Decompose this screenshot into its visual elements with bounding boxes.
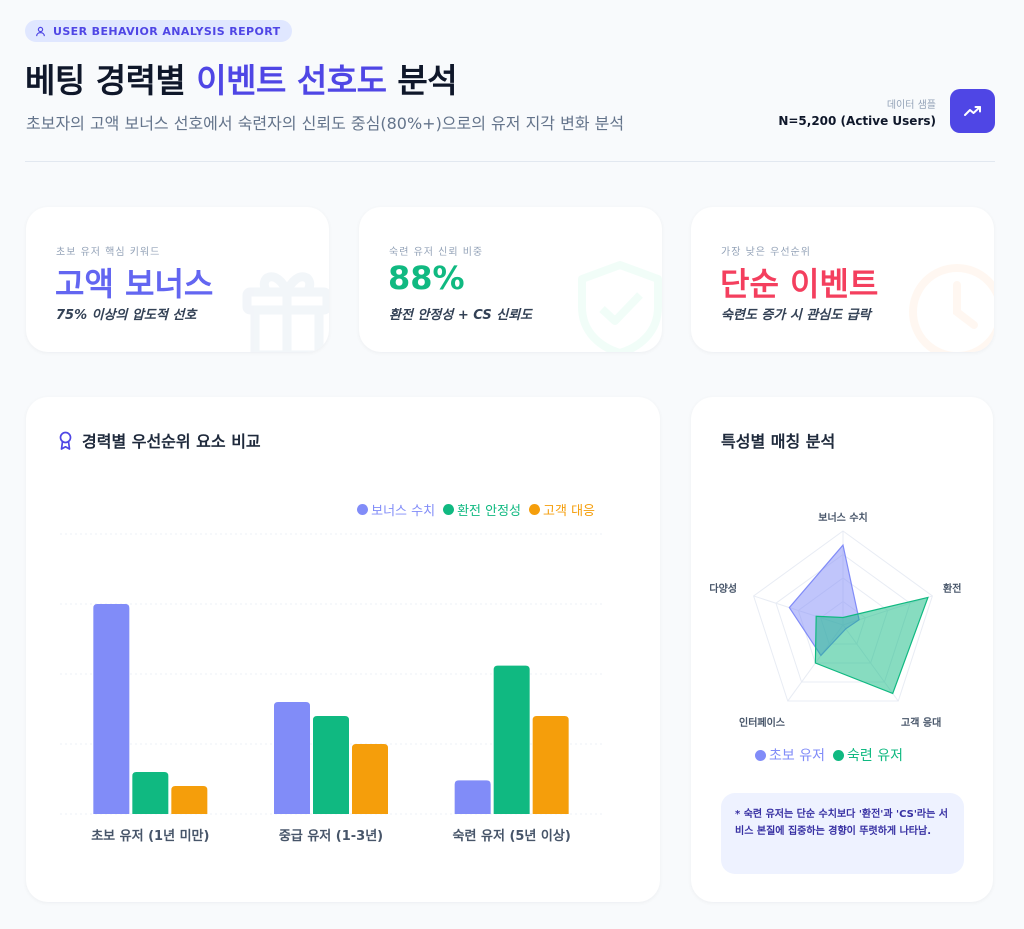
kpi-value: 단순 이벤트 xyxy=(720,265,879,303)
legend-label: 고객 대응 xyxy=(543,504,595,519)
bar[interactable] xyxy=(171,786,208,814)
header-divider xyxy=(25,161,995,162)
legend-dot-icon xyxy=(529,504,541,515)
bar-chart: 초보 유저 (1년 미만) 중급 유저 (1-3년) 숙련 유저 (5년 이상) xyxy=(60,533,602,844)
badge-label: USER BEHAVIOR ANALYSIS REPORT xyxy=(53,24,281,38)
bar-chart-legend: 보너스 수치 환전 안정성 고객 대응 xyxy=(357,500,595,519)
shield-check-icon xyxy=(578,261,662,352)
page-title: 베팅 경력별 이벤트 선호도 분석 xyxy=(25,54,458,102)
kpi-subtext: 환전 안정성 + CS 신뢰도 xyxy=(389,308,533,323)
bar[interactable] xyxy=(313,716,349,814)
insight-note: * 숙련 유저는 단순 수치보다 '환전'과 'CS'라는 서비스 본질에 집중… xyxy=(721,793,964,874)
kpi-label: 초보 유저 핵심 키워드 xyxy=(56,247,161,258)
user-icon xyxy=(36,26,45,36)
radar-axis-label: 환전 xyxy=(943,582,961,595)
bar-chart-title: 경력별 우선순위 요소 비교 xyxy=(58,428,261,452)
card-title-text: 특성별 매칭 분석 xyxy=(721,432,836,451)
title-part: 분석 xyxy=(386,61,458,100)
kpi-card-beginner-keyword: 초보 유저 핵심 키워드 고액 보너스 75% 이상의 압도적 선호 xyxy=(26,207,329,352)
legend-label: 보너스 수치 xyxy=(371,504,436,519)
bar[interactable] xyxy=(274,702,310,814)
bar[interactable] xyxy=(454,780,491,814)
award-icon xyxy=(59,431,72,450)
x-axis-label: 초보 유저 (1년 미만) xyxy=(91,828,209,844)
bar[interactable] xyxy=(352,744,388,814)
legend-label: 숙련 유저 xyxy=(846,748,903,764)
legend-label: 초보 유저 xyxy=(769,748,825,764)
legend-dot-icon xyxy=(755,749,766,761)
clock-icon xyxy=(909,264,994,352)
legend-dot-icon xyxy=(443,504,455,515)
radar-series[interactable] xyxy=(814,596,929,695)
sample-label: 데이터 샘플 xyxy=(886,100,936,111)
legend-item[interactable]: 보너스 수치 xyxy=(357,500,435,519)
kpi-label: 가장 낮은 우선순위 xyxy=(721,247,811,258)
bar-chart-card: 경력별 우선순위 요소 비교 보너스 수치 환전 안정성 고객 대응 초보 유저 (… xyxy=(26,397,660,902)
bar[interactable] xyxy=(493,665,530,814)
radar-grid xyxy=(753,530,933,702)
bar[interactable] xyxy=(132,772,169,814)
gift-icon xyxy=(242,272,329,352)
kpi-card-lowest-priority: 가장 낮은 우선순위 단순 이벤트 숙련도 증가 시 관심도 급락 xyxy=(691,207,994,352)
legend-item[interactable]: 환전 안정성 xyxy=(443,500,521,519)
sample-value: N=5,200 (Active Users) xyxy=(778,114,936,128)
legend-item[interactable]: 숙련 유저 xyxy=(832,745,903,765)
radar-chart-title: 특성별 매칭 분석 xyxy=(721,428,835,452)
title-accent: 이벤트 선호도 xyxy=(196,61,387,100)
trend-button[interactable] xyxy=(950,89,995,133)
kpi-value: 88% xyxy=(388,259,465,297)
title-part: 베팅 경력별 xyxy=(25,61,197,100)
kpi-card-expert-trust: 숙련 유저 신뢰 비중 88% 환전 안정성 + CS 신뢰도 xyxy=(359,207,662,352)
legend-dot-icon xyxy=(357,504,369,515)
kpi-subtext: 75% 이상의 압도적 선호 xyxy=(56,308,197,323)
legend-dot-icon xyxy=(832,749,844,761)
data-sample: 데이터 샘플 N=5,200 (Active Users) xyxy=(778,96,936,128)
radar-axis-label: 고객 응대 xyxy=(901,716,941,729)
radar-axis-label: 다양성 xyxy=(709,582,737,595)
radar-chart-legend: 초보 유저 숙련 유저 xyxy=(755,745,903,765)
card-title-text: 경력별 우선순위 요소 비교 xyxy=(82,432,261,451)
bar[interactable] xyxy=(532,716,569,814)
x-axis-label: 중급 유저 (1-3년) xyxy=(279,829,383,844)
x-axis-label: 숙련 유저 (5년 이상) xyxy=(453,828,571,844)
report-badge: USER BEHAVIOR ANALYSIS REPORT xyxy=(25,20,292,42)
trending-up-icon xyxy=(963,106,981,116)
kpi-subtext: 숙련도 증가 시 관심도 급락 xyxy=(721,308,871,323)
radar-axis-label: 인터페이스 xyxy=(739,716,785,729)
legend-item[interactable]: 고객 대응 xyxy=(529,500,595,519)
legend-label: 환전 안정성 xyxy=(457,504,522,519)
radar-grid xyxy=(775,553,911,683)
kpi-value: 고액 보너스 xyxy=(55,265,214,303)
page-subtitle: 초보자의 고액 보너스 선호에서 숙련자의 신뢰도 중심(80%+)으로의 유저… xyxy=(26,114,625,133)
kpi-label: 숙련 유저 신뢰 비중 xyxy=(389,247,484,258)
bar[interactable] xyxy=(93,604,130,814)
legend-item[interactable]: 초보 유저 xyxy=(755,745,825,765)
radar-axis-label: 보너스 수치 xyxy=(818,511,867,524)
